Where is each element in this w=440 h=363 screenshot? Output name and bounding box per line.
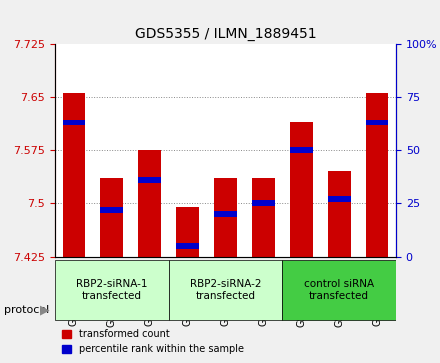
Title: GDS5355 / ILMN_1889451: GDS5355 / ILMN_1889451 bbox=[135, 27, 316, 41]
Legend: transformed count, percentile rank within the sample: transformed count, percentile rank withi… bbox=[58, 326, 248, 358]
FancyBboxPatch shape bbox=[282, 260, 396, 320]
Bar bbox=[290, 122, 313, 257]
Bar bbox=[366, 119, 389, 125]
Bar bbox=[214, 211, 237, 217]
Text: protocol: protocol bbox=[4, 305, 50, 315]
Bar bbox=[176, 243, 199, 249]
Bar bbox=[138, 177, 161, 183]
Bar bbox=[62, 119, 85, 125]
FancyBboxPatch shape bbox=[169, 260, 282, 320]
Bar bbox=[100, 207, 123, 212]
Bar bbox=[214, 179, 237, 257]
Text: control siRNA
transfected: control siRNA transfected bbox=[304, 279, 374, 301]
Bar bbox=[252, 200, 275, 206]
Bar bbox=[328, 196, 351, 202]
Bar bbox=[138, 150, 161, 257]
Bar bbox=[62, 93, 85, 257]
Bar bbox=[328, 171, 351, 257]
Text: RBP2-siRNA-2
transfected: RBP2-siRNA-2 transfected bbox=[190, 279, 261, 301]
Text: ▶: ▶ bbox=[40, 304, 49, 317]
Bar bbox=[176, 207, 199, 257]
Bar bbox=[366, 93, 389, 257]
FancyBboxPatch shape bbox=[55, 260, 169, 320]
Bar bbox=[100, 179, 123, 257]
Bar bbox=[290, 147, 313, 153]
Text: RBP2-siRNA-1
transfected: RBP2-siRNA-1 transfected bbox=[76, 279, 147, 301]
Bar bbox=[252, 179, 275, 257]
